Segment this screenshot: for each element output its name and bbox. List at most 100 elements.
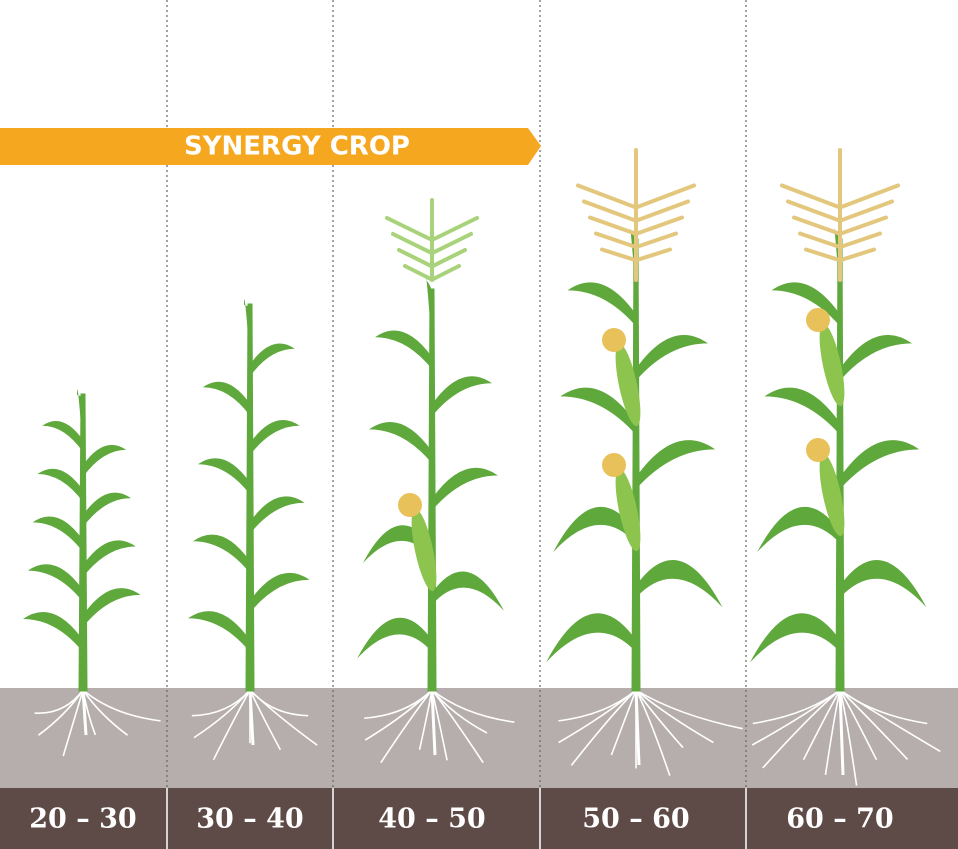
silk bbox=[602, 453, 626, 477]
tassel bbox=[576, 148, 696, 282]
tassel-branch bbox=[600, 247, 638, 263]
leaf bbox=[636, 334, 708, 381]
leaf bbox=[840, 334, 912, 381]
root bbox=[212, 689, 251, 761]
leaf bbox=[771, 282, 840, 327]
stem bbox=[427, 288, 437, 692]
root bbox=[364, 689, 433, 741]
tassel-branch bbox=[838, 231, 882, 250]
roots bbox=[751, 689, 941, 786]
leaf bbox=[37, 468, 83, 502]
tassel-branch bbox=[385, 216, 434, 242]
ear bbox=[819, 323, 845, 407]
taproot bbox=[248, 689, 255, 746]
leaf bbox=[432, 376, 492, 417]
ear bbox=[615, 343, 641, 427]
banner-text: SYNERGY CROP bbox=[184, 132, 410, 162]
roots bbox=[558, 689, 743, 776]
root bbox=[635, 689, 671, 776]
leaf bbox=[375, 330, 432, 370]
tassel-branch bbox=[582, 199, 638, 223]
soil bbox=[0, 688, 958, 788]
plant bbox=[188, 299, 318, 761]
tassel-branch bbox=[430, 216, 479, 242]
tassel-branch bbox=[594, 231, 638, 250]
leaf bbox=[192, 534, 250, 574]
root bbox=[380, 689, 433, 764]
plant bbox=[546, 148, 743, 776]
tassel-branch bbox=[634, 215, 684, 236]
root bbox=[82, 689, 129, 736]
leaf bbox=[83, 444, 127, 477]
leaf bbox=[432, 571, 504, 611]
plant bbox=[750, 148, 941, 786]
leaf bbox=[188, 611, 250, 652]
stem bbox=[631, 238, 641, 692]
root bbox=[762, 689, 841, 769]
root bbox=[249, 689, 309, 717]
tassel-branch bbox=[792, 215, 842, 236]
roots bbox=[34, 689, 161, 757]
leaf bbox=[357, 617, 432, 659]
leaf bbox=[764, 387, 840, 435]
leaf-tip bbox=[426, 278, 435, 320]
leaf bbox=[840, 440, 920, 490]
tassel-branch bbox=[430, 264, 461, 282]
leaf bbox=[250, 496, 305, 534]
leaf bbox=[83, 540, 136, 577]
silk bbox=[806, 308, 830, 332]
plant bbox=[23, 389, 161, 757]
leaf bbox=[250, 572, 310, 613]
label-separators bbox=[166, 788, 747, 849]
stem bbox=[835, 238, 845, 692]
stage-label: 60 – 70 bbox=[786, 804, 893, 835]
leaf bbox=[636, 440, 716, 490]
leaf bbox=[553, 506, 636, 553]
stage-label: 50 – 60 bbox=[582, 804, 689, 835]
tassel-branch bbox=[780, 183, 842, 210]
leaf bbox=[636, 560, 723, 608]
root bbox=[839, 689, 878, 761]
taproot bbox=[81, 689, 88, 736]
leaf bbox=[27, 564, 83, 602]
leaf bbox=[250, 419, 300, 456]
root bbox=[558, 689, 637, 744]
tassel-branch bbox=[403, 264, 434, 282]
leaf-tip bbox=[244, 299, 253, 335]
roots bbox=[191, 689, 318, 761]
ear bbox=[411, 508, 437, 592]
leaf bbox=[23, 612, 83, 652]
root bbox=[839, 689, 928, 725]
leaf bbox=[202, 381, 250, 416]
root bbox=[249, 689, 282, 751]
leaf bbox=[32, 516, 83, 552]
root bbox=[610, 689, 637, 756]
plants bbox=[23, 148, 941, 786]
tassel-branch bbox=[838, 199, 894, 223]
leaf bbox=[567, 282, 636, 327]
stem bbox=[245, 303, 255, 692]
taproot bbox=[838, 689, 845, 776]
tassel-branch bbox=[634, 247, 672, 263]
root bbox=[193, 689, 251, 739]
taproot bbox=[634, 689, 641, 766]
root bbox=[802, 689, 841, 761]
tassel-branch bbox=[391, 232, 434, 256]
stage-label: 30 – 40 bbox=[196, 804, 303, 835]
ear bbox=[819, 453, 845, 537]
stage-label: 20 – 30 bbox=[29, 804, 136, 835]
leaf bbox=[750, 613, 840, 663]
leaf bbox=[560, 387, 636, 435]
labels: 20 – 30 30 – 40 40 – 50 50 – 60 60 – 70 bbox=[29, 804, 893, 835]
leaf bbox=[432, 467, 498, 511]
tassel-branch bbox=[838, 247, 876, 263]
tassel-branch bbox=[430, 232, 473, 256]
silk bbox=[398, 493, 422, 517]
root bbox=[431, 689, 488, 734]
label-bar bbox=[0, 788, 958, 849]
leaf bbox=[83, 492, 131, 527]
tassel-branch bbox=[804, 247, 842, 263]
root bbox=[635, 689, 714, 744]
root bbox=[635, 689, 684, 749]
